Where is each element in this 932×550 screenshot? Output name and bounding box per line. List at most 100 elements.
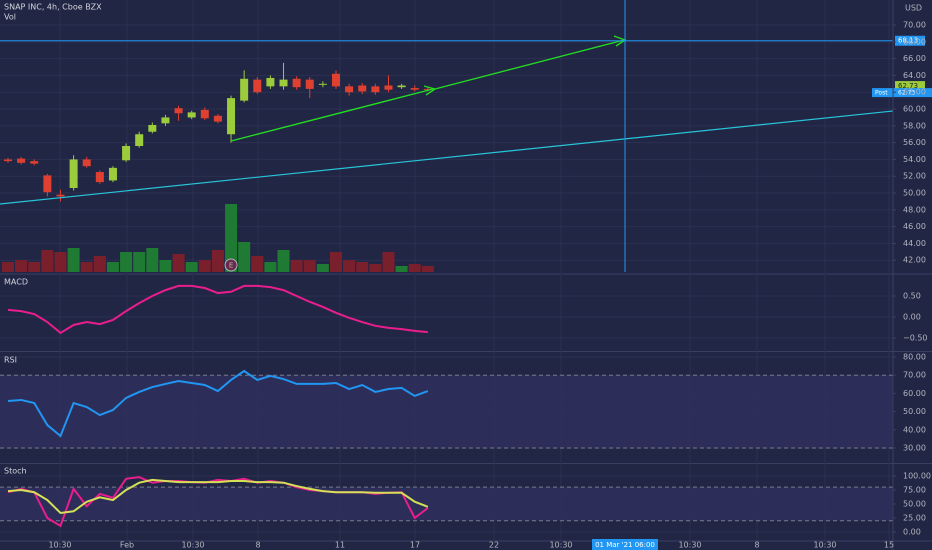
post-label: Post — [875, 90, 888, 97]
y-tick-label: 0.00 — [903, 312, 921, 321]
volume-bar — [172, 254, 185, 272]
candle-body — [174, 108, 183, 114]
x-tick-label: 10:30 — [549, 541, 572, 550]
x-tick-label: 10:30 — [678, 541, 701, 550]
volume-bar — [185, 262, 198, 272]
panes — [2, 62, 434, 528]
candle-body — [43, 175, 52, 193]
candle-body — [56, 194, 65, 197]
y-tick-label: 44.00 — [903, 239, 926, 248]
overlay: 68.13 62.73 Post 62.73 E — [0, 35, 932, 272]
candle-body — [227, 98, 236, 135]
candle-body — [95, 172, 104, 183]
candle-body — [279, 79, 288, 87]
y-tick-label: 75.00 — [903, 485, 926, 494]
macd-title: MACD — [4, 278, 28, 287]
indicator-line — [7, 369, 429, 438]
y-tick-label: 0.00 — [903, 527, 921, 536]
candle-body — [82, 159, 91, 167]
x-tick-label: 17 — [410, 541, 420, 550]
y-tick-label: 100.00 — [903, 471, 931, 480]
y-tick-label: 50.00 — [903, 499, 926, 508]
x-tick-label: 15 — [884, 541, 894, 550]
last-price-label: 62.73 — [898, 82, 918, 90]
indicator-line — [7, 478, 429, 514]
x-tick-label: 8 — [255, 541, 260, 550]
volume-bar — [159, 260, 172, 272]
candle-body — [371, 86, 380, 93]
volume-bar — [290, 260, 303, 272]
volume-bar — [133, 252, 146, 272]
candle-body — [410, 88, 419, 90]
rsi-title: RSI — [4, 356, 17, 365]
trend-line[interactable] — [0, 110, 894, 205]
volume-bar — [54, 252, 67, 272]
y-tick-label: 30.00 — [903, 443, 926, 452]
volume-bar — [251, 256, 264, 272]
volume-bar — [15, 260, 28, 272]
y-tick-label: 56.00 — [903, 138, 926, 147]
y-tick-label: −0.50 — [903, 333, 928, 342]
candle-body — [161, 117, 170, 124]
volume-bar — [316, 264, 329, 272]
volume-bar — [343, 260, 356, 272]
y-tick-label: 52.00 — [903, 172, 926, 181]
y-tick-label: 42.00 — [903, 256, 926, 265]
stoch-title: Stoch — [4, 467, 27, 476]
y-tick-label: 70.00 — [903, 21, 926, 30]
candle-body — [345, 86, 354, 93]
candle-body — [135, 134, 144, 146]
volume-bar — [2, 262, 14, 272]
vol-title: Vol — [4, 13, 16, 22]
volume-bar — [225, 204, 238, 272]
candle-body — [17, 158, 26, 163]
volume-bar — [264, 262, 277, 272]
candle-body — [332, 73, 340, 87]
y-tick-label: 50.00 — [903, 407, 926, 416]
candle-body — [213, 115, 222, 122]
last-price-bg — [895, 81, 925, 92]
x-tick-label: 10:30 — [181, 541, 204, 550]
indicator-line — [7, 284, 428, 335]
volume-bar — [330, 252, 342, 272]
x-tick-label: 8 — [754, 541, 759, 550]
volume-bar — [408, 264, 421, 272]
volume-bar — [28, 262, 41, 272]
earnings-label: E — [229, 262, 233, 270]
candle-body — [358, 85, 367, 92]
y-tick-label: 80.00 — [903, 353, 926, 362]
volume-bar — [120, 252, 133, 272]
y-tick-label: 25.00 — [903, 513, 926, 522]
x-tick-label: 22 — [489, 541, 499, 550]
volume-bar — [238, 242, 251, 272]
y-tick-label: 68.00 — [903, 37, 926, 46]
y-tick-label: 60.00 — [903, 389, 926, 398]
hline-label: 68.13 — [898, 37, 918, 45]
candle-body — [200, 109, 209, 119]
y-tick-label: 0.50 — [903, 291, 921, 300]
candle-body — [122, 145, 131, 161]
volume-bar — [146, 248, 159, 272]
band — [0, 487, 893, 521]
x-tick-label: 10:30 — [48, 541, 71, 550]
volume-bar — [395, 266, 408, 272]
y-tick-label: 62.00 — [903, 88, 926, 97]
candle-body — [397, 85, 406, 88]
candle-body — [69, 159, 78, 188]
y-tick-label: 50.00 — [903, 189, 926, 198]
volume-bar — [80, 262, 93, 272]
hline-label-bg — [895, 35, 925, 46]
candle-body — [108, 167, 117, 181]
volume-bar — [106, 262, 119, 272]
post-price-bg — [872, 88, 932, 98]
volume-bar — [198, 260, 211, 272]
cursor-label: 01 Mar '21 06:00 — [595, 541, 655, 549]
candle-body — [148, 124, 157, 132]
x-tick-label: 10:30 — [813, 541, 836, 550]
y-tick-label: 60.00 — [903, 105, 926, 114]
arrow-line[interactable] — [230, 88, 434, 142]
arrow-line[interactable] — [434, 39, 625, 90]
candle-body — [318, 83, 327, 85]
